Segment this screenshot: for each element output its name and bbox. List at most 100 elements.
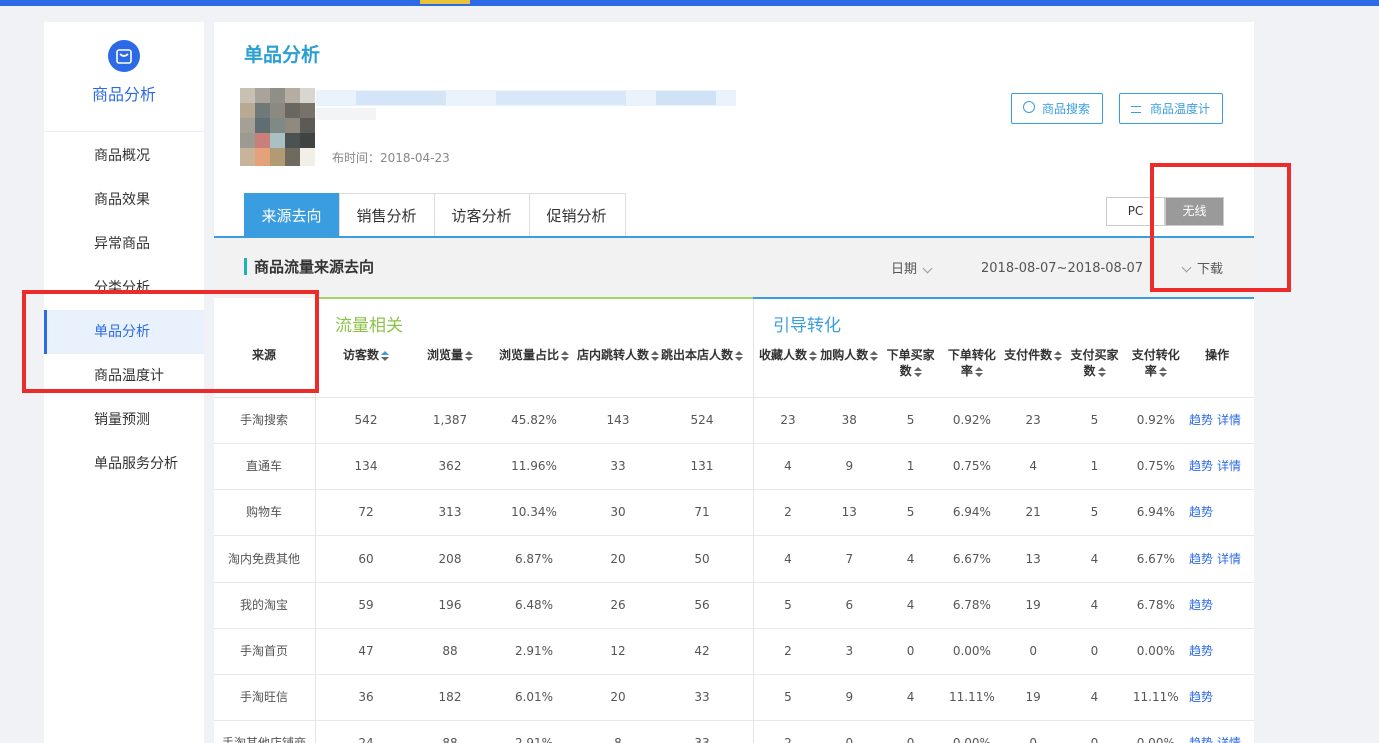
- header-button[interactable]: [1119, 93, 1223, 124]
- table-cell: 5: [784, 597, 792, 612]
- row-divider: [214, 674, 1254, 675]
- sidebar-item[interactable]: 商品温度计: [94, 368, 164, 384]
- row-action[interactable]: 趋势: [1189, 734, 1213, 743]
- table-cell: 196: [438, 597, 462, 612]
- column-header: 支付转化率: [1131, 348, 1180, 378]
- tab[interactable]: 促销分析: [546, 207, 607, 225]
- header-divider: [214, 397, 1254, 398]
- row-action[interactable]: 详情: [1217, 551, 1242, 566]
- row-divider: [214, 443, 1254, 444]
- row-action[interactable]: 详情: [1217, 459, 1242, 474]
- row-action[interactable]: 趋势: [1189, 413, 1214, 427]
- row-action[interactable]: 趋势: [1189, 644, 1214, 658]
- table-cell: 3: [845, 644, 854, 658]
- table-cell: 0: [1091, 734, 1099, 743]
- tab-sep: [434, 193, 435, 236]
- table-cell: 26: [610, 597, 626, 612]
- active-item-bg: [44, 310, 204, 354]
- tab[interactable]: 来源去向: [261, 207, 322, 225]
- tab[interactable]: 销售分析: [356, 207, 417, 225]
- date-label[interactable]: 日期: [891, 262, 918, 277]
- publish-time: 布时间：2018-04-23: [332, 151, 450, 165]
- sort-icon[interactable]: [381, 350, 389, 362]
- table-cell: 38: [841, 413, 857, 427]
- table-cell: 33: [694, 690, 710, 705]
- sort-icon[interactable]: [974, 366, 983, 378]
- table-cell: 6.78%: [1136, 597, 1175, 612]
- table-cell: 2.91%: [515, 734, 553, 743]
- group-line-conversion: [753, 297, 1254, 299]
- sort-icon[interactable]: [1054, 350, 1063, 362]
- group-divider: [753, 299, 754, 743]
- table-cell: 60: [358, 551, 374, 566]
- sort-icon[interactable]: [561, 350, 569, 362]
- download[interactable]: 下载: [1197, 262, 1224, 277]
- table-cell: 0.00%: [1136, 644, 1175, 658]
- tab-sep: [529, 193, 530, 236]
- table-cell: 6.87%: [514, 551, 554, 566]
- table-cell: 2: [784, 734, 792, 743]
- bag-icon: [116, 49, 132, 64]
- header-button[interactable]: [1011, 93, 1103, 124]
- row-action[interactable]: 趋势: [1189, 690, 1214, 705]
- sidebar-item[interactable]: 异常商品: [94, 236, 150, 252]
- row-action[interactable]: 趋势: [1189, 505, 1214, 520]
- sidebar-title: 商品分析: [91, 85, 157, 104]
- tab-active[interactable]: [244, 193, 339, 237]
- sort-icon[interactable]: [870, 350, 879, 362]
- column-header: 来源: [251, 348, 276, 362]
- table-cell: 20: [610, 690, 626, 705]
- table-cell: 0.00%: [953, 734, 991, 743]
- row-action[interactable]: 趋势: [1189, 597, 1214, 612]
- sidebar-item[interactable]: 单品分析: [94, 324, 150, 340]
- table-cell: 1,387: [432, 413, 468, 427]
- sidebar-item[interactable]: 商品效果: [94, 192, 150, 208]
- sort-icon[interactable]: [465, 350, 473, 362]
- sidebar-item[interactable]: 商品概况: [94, 148, 150, 164]
- table-cell: 6.48%: [514, 597, 554, 612]
- table-cell: 20: [610, 551, 626, 566]
- section-title: 商品流量来源去向: [254, 258, 375, 276]
- tab-sep: [339, 193, 340, 236]
- table-cell: 36: [358, 690, 374, 705]
- table-cell: 6.01%: [514, 690, 554, 705]
- column-header: 店内跳转人数: [576, 347, 660, 363]
- toggle-button[interactable]: [1106, 197, 1165, 226]
- table-cell: 6.67%: [952, 551, 991, 566]
- table-cell: 23: [780, 413, 796, 427]
- section-band: [214, 238, 1254, 298]
- row-action[interactable]: 详情: [1217, 413, 1242, 427]
- sidebar-item[interactable]: 销量预测: [94, 412, 150, 428]
- tab[interactable]: 访客分析: [451, 207, 512, 225]
- sort-icon[interactable]: [1158, 366, 1167, 378]
- sort-icon[interactable]: [651, 350, 659, 362]
- sort-icon[interactable]: [735, 350, 743, 362]
- sort-icon[interactable]: [809, 350, 817, 362]
- row-divider: [214, 581, 1254, 583]
- sort-icon[interactable]: [913, 366, 922, 378]
- table-cell: 2: [784, 505, 792, 520]
- row-action[interactable]: 详情: [1217, 734, 1241, 743]
- sort-icon[interactable]: [1097, 366, 1106, 378]
- toggle-button[interactable]: [1165, 197, 1224, 226]
- sidebar-item[interactable]: 单品服务分析: [94, 456, 178, 472]
- table-cell: 24: [358, 734, 373, 743]
- table-cell: 0.92%: [952, 413, 991, 427]
- tab-underline: [214, 236, 1254, 238]
- row-action[interactable]: 趋势: [1189, 551, 1214, 566]
- sidebar-divider: [44, 131, 204, 132]
- table-cell: 362: [438, 459, 462, 474]
- table-cell: 5: [784, 690, 792, 705]
- main-panel: [214, 22, 1254, 743]
- toggle-label[interactable]: 无线: [1182, 204, 1207, 218]
- row-action[interactable]: 趋势: [1189, 459, 1214, 474]
- column-header: 加购人数: [819, 347, 879, 363]
- table-cell: 0: [907, 734, 915, 743]
- table-cell: 2: [784, 644, 792, 658]
- table-cell: 19: [1025, 690, 1041, 705]
- column-header: 收藏人数: [758, 347, 818, 363]
- group-label: 引导转化: [773, 316, 841, 336]
- table-cell: 0.00%: [952, 644, 991, 658]
- toggle-label[interactable]: PC: [1127, 204, 1144, 218]
